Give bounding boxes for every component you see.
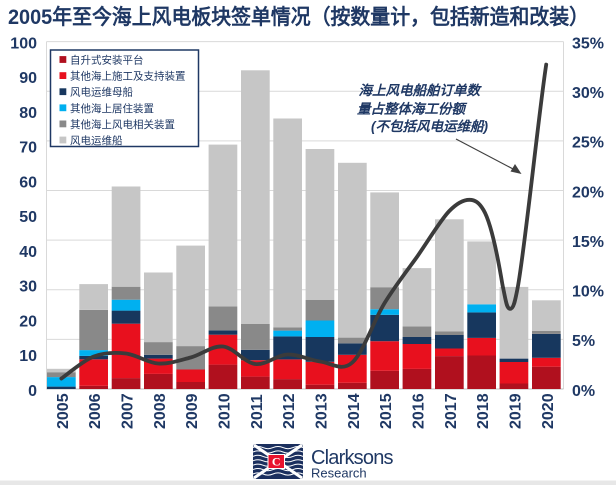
svg-text:2018: 2018 (475, 393, 492, 429)
svg-text:2010: 2010 (217, 393, 234, 429)
svg-text:其他海上居住装置: 其他海上居住装置 (70, 102, 154, 115)
svg-text:30%: 30% (572, 85, 604, 102)
svg-text:20: 20 (19, 313, 37, 330)
svg-text:25%: 25% (572, 135, 604, 152)
svg-text:10: 10 (19, 348, 37, 365)
svg-text:80: 80 (19, 105, 37, 122)
svg-text:15%: 15% (572, 234, 604, 251)
svg-text:2017: 2017 (443, 393, 460, 429)
svg-text:2008: 2008 (152, 393, 169, 429)
svg-text:2006: 2006 (87, 393, 104, 429)
svg-text:90: 90 (19, 70, 37, 87)
svg-text:2013: 2013 (314, 393, 331, 429)
svg-text:2005: 2005 (55, 393, 72, 429)
svg-text:量占整体海工份额: 量占整体海工份额 (357, 102, 467, 117)
svg-text:2020: 2020 (540, 393, 557, 429)
svg-text:风电运维母船: 风电运维母船 (70, 86, 133, 99)
svg-text:10%: 10% (572, 284, 604, 301)
svg-text:其他海上风电相关装置: 其他海上风电相关装置 (70, 118, 175, 131)
svg-text:0%: 0% (572, 383, 595, 400)
svg-text:2005年至今海上风电板块签单情况（按数量计，包括新造和改装: 2005年至今海上风电板块签单情况（按数量计，包括新造和改装） (8, 5, 589, 29)
svg-text:风电运维船: 风电运维船 (70, 134, 123, 147)
svg-text:2007: 2007 (120, 393, 137, 429)
svg-text:2015: 2015 (378, 393, 395, 429)
svg-text:自升式安装平台: 自升式安装平台 (70, 54, 144, 67)
svg-text:40: 40 (19, 244, 37, 261)
svg-text:Research: Research (311, 466, 367, 481)
svg-text:2012: 2012 (281, 393, 298, 429)
svg-text:0: 0 (28, 383, 37, 400)
svg-text:70: 70 (19, 140, 37, 157)
svg-text:2014: 2014 (346, 393, 363, 429)
svg-text:30: 30 (19, 279, 37, 296)
svg-text:2016: 2016 (411, 393, 428, 429)
svg-text:20%: 20% (572, 184, 604, 201)
svg-text:海上风电船舶订单数: 海上风电船舶订单数 (359, 83, 483, 98)
svg-text:35%: 35% (572, 35, 604, 52)
svg-text:Clarksons: Clarksons (311, 447, 394, 469)
svg-text:2009: 2009 (184, 393, 201, 429)
svg-text:2011: 2011 (249, 394, 266, 429)
svg-text:50: 50 (19, 209, 37, 226)
svg-text:2019: 2019 (508, 393, 525, 429)
svg-text:(不包括风电运维船): (不包括风电运维船) (371, 119, 488, 134)
svg-text:60: 60 (19, 174, 37, 191)
svg-text:C: C (272, 455, 281, 469)
svg-text:其他海上施工及支持装置: 其他海上施工及支持装置 (70, 70, 186, 83)
svg-text:5%: 5% (572, 333, 595, 350)
svg-text:100: 100 (10, 35, 37, 52)
